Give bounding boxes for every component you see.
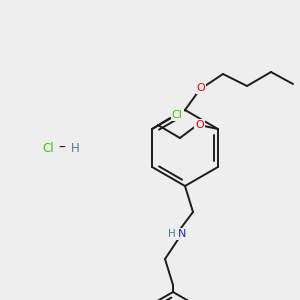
Text: O: O [196,83,206,93]
Text: N: N [178,229,186,239]
Text: H: H [70,142,80,154]
Text: O: O [196,120,204,130]
Text: Cl: Cl [172,110,182,120]
Text: H: H [168,229,176,239]
Text: Cl: Cl [42,142,54,154]
Text: –: – [58,141,65,155]
